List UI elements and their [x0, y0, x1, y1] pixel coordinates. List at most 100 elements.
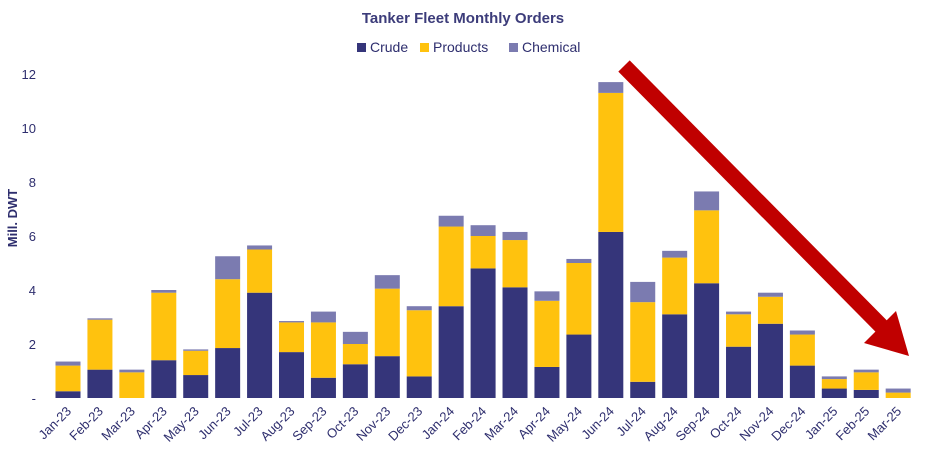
bar-products-jun-23	[215, 279, 241, 349]
x-axis-ticks: Jan-23Feb-23Mar-23Apr-23May-23Jun-23Jul-…	[35, 404, 904, 445]
bar-chemical-jan-23	[55, 361, 81, 366]
bar-products-sep-24	[694, 210, 720, 284]
bar-chemical-mar-25	[885, 388, 911, 393]
y-tick-label: 12	[22, 67, 36, 82]
legend-swatch-crude	[357, 43, 366, 52]
y-tick-label: 10	[22, 121, 36, 136]
x-tick-label: May-23	[161, 404, 202, 445]
bar-crude-sep-23	[310, 377, 336, 398]
x-tick-label: Aug-23	[257, 404, 297, 444]
trend-arrow-shaft	[618, 60, 896, 341]
bar-crude-feb-24	[470, 268, 496, 398]
x-tick-label: Mar-24	[481, 404, 521, 444]
bar-chemical-jan-24	[438, 215, 464, 227]
bar-products-oct-24	[726, 314, 752, 347]
bar-products-mar-23	[119, 372, 145, 398]
bar-chemical-aug-23	[279, 321, 305, 323]
x-tick-label: Dec-23	[385, 404, 425, 444]
bar-chemical-dec-23	[406, 306, 432, 311]
bar-products-aug-24	[662, 257, 688, 315]
bar-chemical-dec-24	[789, 330, 815, 335]
bar-crude-may-24	[566, 334, 592, 398]
bar-crude-jan-25	[821, 388, 847, 398]
bar-crude-feb-23	[87, 369, 113, 398]
bar-products-may-23	[183, 350, 209, 376]
bar-chemical-jul-23	[247, 245, 273, 250]
bar-crude-jun-24	[598, 231, 624, 398]
x-tick-label: Jun-23	[195, 404, 234, 443]
x-tick-label: Aug-24	[641, 404, 681, 444]
x-tick-label: May-24	[544, 404, 585, 445]
bars	[55, 82, 911, 398]
bar-chemical-sep-23	[310, 311, 336, 323]
bar-crude-mar-24	[502, 287, 528, 398]
bar-chemical-jun-23	[215, 256, 241, 280]
bar-products-oct-23	[342, 344, 368, 365]
bar-chemical-jun-24	[598, 82, 624, 93]
bar-products-jun-24	[598, 92, 624, 232]
x-tick-label: Dec-24	[768, 404, 808, 444]
bar-products-may-24	[566, 263, 592, 335]
y-tick-label: 4	[29, 283, 36, 298]
x-tick-label: Feb-23	[66, 404, 106, 444]
x-tick-label: Jan-24	[419, 404, 458, 443]
bar-products-mar-25	[885, 392, 911, 398]
bar-chemical-mar-23	[119, 369, 145, 373]
legend-label-products: Products	[433, 39, 488, 55]
legend: Crude Products Chemical	[357, 39, 580, 55]
bar-chemical-jul-24	[630, 281, 656, 303]
legend-label-chemical: Chemical	[522, 39, 580, 55]
x-tick-label: Sep-24	[672, 404, 712, 444]
y-tick-label: 8	[29, 175, 36, 190]
bar-crude-jul-23	[247, 292, 273, 398]
bar-products-sep-23	[310, 322, 336, 378]
bar-products-dec-23	[406, 310, 432, 377]
bar-chemical-nov-23	[374, 275, 400, 289]
bar-products-jul-23	[247, 249, 273, 293]
bar-crude-oct-24	[726, 346, 752, 398]
bar-products-aug-23	[279, 322, 305, 353]
bar-chemical-oct-23	[342, 331, 368, 344]
bar-chemical-feb-23	[87, 318, 113, 320]
bar-products-jan-24	[438, 226, 464, 307]
bar-crude-aug-23	[279, 352, 305, 398]
y-axis-label: Mill. DWT	[5, 189, 20, 248]
bar-chemical-feb-24	[470, 225, 496, 236]
bar-products-feb-25	[853, 372, 879, 390]
bar-products-dec-24	[789, 334, 815, 366]
bar-products-feb-24	[470, 236, 496, 269]
bar-crude-oct-23	[342, 364, 368, 398]
bar-crude-jun-23	[215, 348, 241, 398]
bar-products-apr-24	[534, 300, 560, 367]
bar-chemical-nov-24	[757, 292, 783, 297]
y-tick-label: 2	[29, 337, 36, 352]
x-tick-label: Sep-23	[289, 404, 329, 444]
y-tick-label: -	[32, 391, 36, 406]
bar-chemical-mar-24	[502, 231, 528, 241]
x-tick-label: Mar-25	[865, 404, 905, 444]
bar-crude-dec-24	[789, 365, 815, 398]
bar-chemical-may-24	[566, 258, 592, 263]
x-tick-label: Mar-23	[98, 404, 138, 444]
y-axis-ticks: - 2 4 6 8 10 12	[22, 67, 36, 406]
bar-crude-jan-24	[438, 306, 464, 398]
x-tick-label: Nov-23	[353, 404, 393, 444]
bar-chemical-aug-24	[662, 250, 688, 258]
bar-crude-apr-24	[534, 366, 560, 398]
bar-crude-sep-24	[694, 283, 720, 398]
bar-chemical-apr-24	[534, 291, 560, 301]
legend-swatch-chemical	[509, 43, 518, 52]
bar-products-jan-23	[55, 365, 81, 392]
bar-products-apr-23	[151, 292, 177, 361]
x-tick-label: Feb-24	[449, 404, 489, 444]
bar-chemical-sep-24	[694, 191, 720, 211]
bar-chemical-may-23	[183, 349, 209, 351]
bar-chemical-apr-23	[151, 290, 177, 293]
bar-crude-aug-24	[662, 314, 688, 398]
x-tick-label: Jun-24	[578, 404, 617, 443]
bar-chemical-jan-25	[821, 376, 847, 380]
trend-arrow-head	[864, 311, 909, 356]
bar-crude-jul-24	[630, 381, 656, 398]
bar-products-nov-24	[757, 296, 783, 324]
x-tick-label: Jan-23	[35, 404, 74, 443]
